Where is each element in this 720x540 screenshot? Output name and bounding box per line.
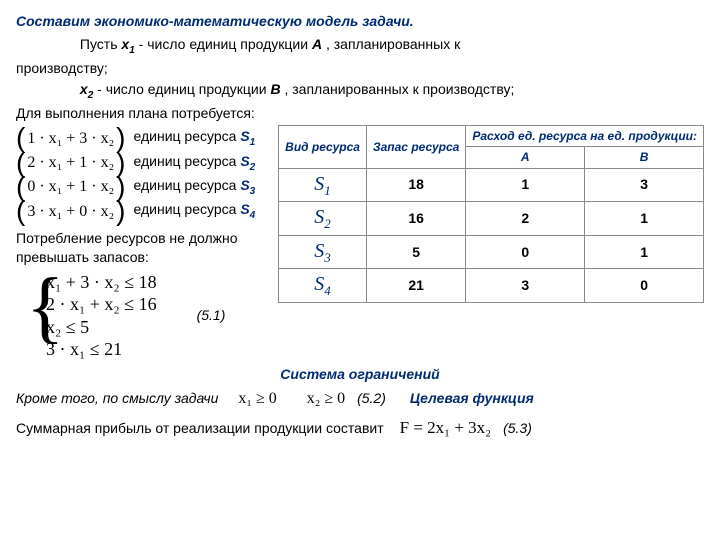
col-stock: Запас ресурса bbox=[366, 126, 465, 168]
resource-expressions: (1 · x₁ + 3 · x₂)единиц ресурса S1 (2 · x… bbox=[16, 127, 278, 223]
goal-function-formula: F = 2x₁ + 3x₂ bbox=[400, 417, 491, 440]
goal-function-label: Целевая функция bbox=[410, 389, 534, 408]
text: Пусть bbox=[80, 36, 122, 52]
plan-text: Для выполнения плана потребуется: bbox=[16, 104, 704, 123]
doc-title: Составим экономико-математическую модель… bbox=[16, 12, 704, 31]
col-consumption: Расход ед. ресурса на ед. продукции: bbox=[466, 126, 704, 147]
col-b: В bbox=[585, 147, 704, 168]
text: производству; bbox=[16, 59, 704, 78]
text: - число единиц продукции bbox=[139, 36, 312, 52]
product-b: В bbox=[270, 81, 280, 97]
resource-row: (2 · x₁ + 1 · x₂)единиц ресурса S2 bbox=[16, 152, 278, 174]
col-a: А bbox=[466, 147, 585, 168]
product-a: А bbox=[312, 36, 322, 52]
text: - число единиц продукции bbox=[97, 81, 270, 97]
col-type: Вид ресурса bbox=[279, 126, 367, 168]
eq-number-52: (5.2) bbox=[357, 389, 386, 408]
profit-row: Суммарная прибыль от реализации продукци… bbox=[16, 417, 704, 440]
constraint-x2: x₂ ≥ 0 bbox=[307, 388, 345, 410]
eq-number-51: (5.1) bbox=[197, 306, 226, 325]
constraints-heading: Система ограничений bbox=[16, 365, 704, 384]
table-row: S21621 bbox=[279, 202, 704, 236]
table-row: S3501 bbox=[279, 235, 704, 269]
var-x2: x2 bbox=[80, 81, 93, 97]
resource-table: Вид ресурса Запас ресурса Расход ед. рес… bbox=[278, 125, 704, 303]
resource-row: (0 · x₁ + 1 · x₂)единиц ресурса S3 bbox=[16, 176, 278, 198]
table-row: S42130 bbox=[279, 269, 704, 303]
resource-row: (3 · x₁ + 0 · x₂)единиц ресурса S4 bbox=[16, 200, 278, 222]
constraint-x1: x₁ ≥ 0 bbox=[238, 388, 276, 410]
paragraph-x1: Пусть x1 - число единиц продукции А , за… bbox=[16, 35, 704, 57]
var-x1: x1 bbox=[121, 36, 134, 52]
profit-text: Суммарная прибыль от реализации продукци… bbox=[16, 419, 384, 438]
constraints-block: { x₁ + 3 · x₂ ≤ 182 · x₁ + x₂ ≤ 16x₂ ≤ 5… bbox=[40, 271, 157, 361]
resource-row: (1 · x₁ + 3 · x₂)единиц ресурса S1 bbox=[16, 127, 278, 149]
text: , запланированных к производству; bbox=[284, 81, 514, 97]
paragraph-x2: x2 - число единиц продукции В , запланир… bbox=[16, 80, 704, 102]
eq-number-53: (5.3) bbox=[503, 419, 532, 438]
nonnegativity-row: Кроме того, по смыслу задачи x₁ ≥ 0 x₂ ≥… bbox=[16, 388, 704, 410]
consume-text: Потребление ресурсов не должно превышать… bbox=[16, 229, 278, 267]
sense-text: Кроме того, по смыслу задачи bbox=[16, 389, 218, 408]
text: , запланированных к bbox=[326, 36, 460, 52]
table-row: S11813 bbox=[279, 168, 704, 202]
